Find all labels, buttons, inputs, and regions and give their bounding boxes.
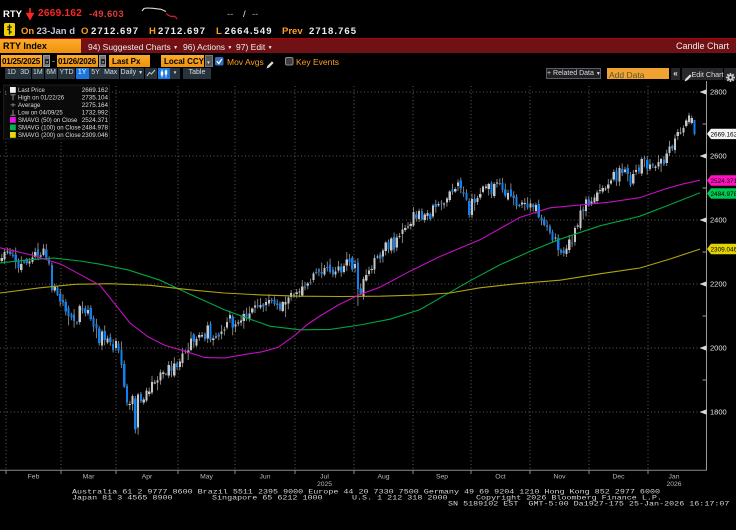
svg-text:May: May — [200, 474, 213, 481]
svg-text:2200: 2200 — [710, 280, 727, 289]
svg-text:Aug: Aug — [377, 474, 389, 481]
svg-text:2669.162: 2669.162 — [82, 87, 109, 94]
svg-text:2025: 2025 — [317, 481, 332, 488]
svg-text:2309.046: 2309.046 — [711, 246, 736, 253]
svg-text:Dec: Dec — [612, 474, 625, 481]
svg-text:2524.371: 2524.371 — [82, 117, 109, 124]
svg-text:High on 01/22/26: High on 01/22/26 — [18, 96, 65, 102]
svg-text:1800: 1800 — [710, 408, 727, 417]
svg-text:2735.104: 2735.104 — [82, 95, 109, 102]
svg-text:2800: 2800 — [710, 88, 727, 97]
svg-text:2400: 2400 — [710, 216, 727, 225]
svg-text:Low on 04/09/25: Low on 04/09/25 — [18, 111, 63, 117]
svg-text:2524.371: 2524.371 — [711, 178, 736, 185]
svg-text:Jun: Jun — [260, 474, 271, 481]
svg-text:Jul: Jul — [320, 474, 329, 481]
svg-text:Oct: Oct — [495, 474, 506, 481]
svg-text:2669.162: 2669.162 — [711, 131, 736, 138]
svg-text:SMAVG (200) on Close: SMAVG (200) on Close — [18, 133, 81, 139]
svg-text:Nov: Nov — [553, 474, 566, 481]
svg-text:2309.046: 2309.046 — [82, 132, 109, 139]
svg-text:2600: 2600 — [710, 152, 727, 161]
svg-text:Feb: Feb — [28, 474, 40, 481]
svg-text:↕: ↕ — [4, 90, 7, 97]
svg-text:Jan: Jan — [669, 474, 680, 481]
svg-text:Last Price: Last Price — [18, 88, 46, 94]
svg-text:Mar: Mar — [83, 474, 95, 481]
svg-text:SMAVG (100) on Close: SMAVG (100) on Close — [18, 126, 81, 132]
svg-text:2484.978: 2484.978 — [711, 191, 736, 198]
svg-text:2026: 2026 — [666, 481, 681, 488]
svg-text:SMAVG (50) on Close: SMAVG (50) on Close — [18, 118, 78, 124]
svg-text:2484.978: 2484.978 — [82, 125, 109, 132]
svg-text:Apr: Apr — [142, 474, 153, 481]
svg-text:Sep: Sep — [436, 474, 448, 481]
svg-text:2275.164: 2275.164 — [82, 102, 109, 109]
svg-text:Average: Average — [18, 103, 41, 109]
svg-text:1732.992: 1732.992 — [82, 110, 109, 117]
svg-text:2000: 2000 — [710, 344, 727, 353]
